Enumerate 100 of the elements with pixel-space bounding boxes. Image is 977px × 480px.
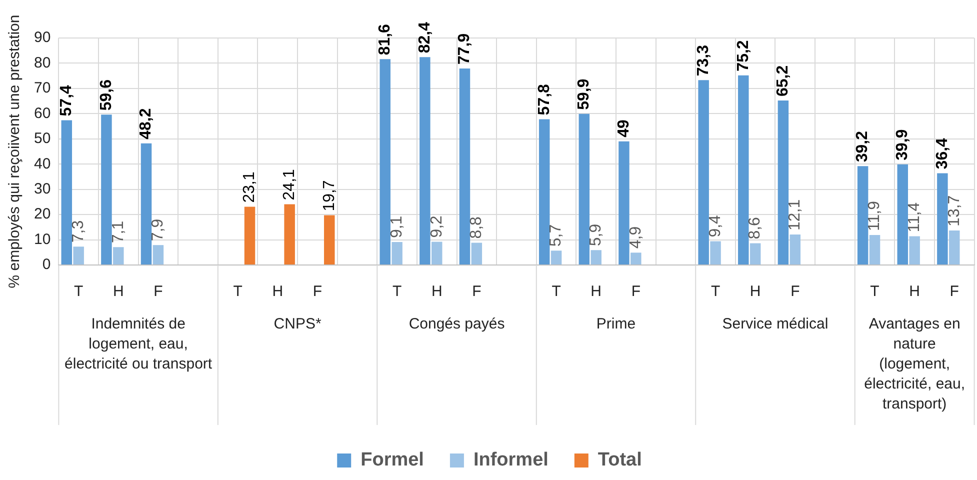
- bar: [750, 243, 761, 264]
- data-label: 59,6: [98, 79, 115, 111]
- data-label: 7,1: [110, 220, 127, 244]
- bar: [698, 80, 709, 264]
- data-label: 39,2: [854, 130, 872, 162]
- y-tick-label: 40: [34, 155, 51, 172]
- legend-label: Formel: [360, 450, 424, 471]
- legend-label: Informel: [473, 450, 548, 471]
- bar: [431, 242, 442, 264]
- bar: [550, 250, 562, 264]
- text: CNPS*: [274, 316, 322, 333]
- data-label: 7,3: [70, 220, 87, 243]
- bar: [630, 252, 642, 264]
- bar: [790, 234, 801, 264]
- data-label: 7,9: [150, 218, 167, 242]
- data-label: 4,9: [627, 226, 644, 249]
- legend-label: Total: [598, 450, 642, 471]
- x-tick-label: H: [431, 283, 442, 300]
- data-label: 13,7: [946, 195, 963, 226]
- x-tick-label: F: [154, 283, 163, 300]
- bar: [897, 164, 908, 264]
- bar: [140, 143, 152, 264]
- x-tick-label: F: [631, 283, 640, 300]
- data-label: 23,1: [241, 171, 258, 203]
- data-label: 19,7: [320, 180, 338, 212]
- text: Prime: [596, 316, 636, 333]
- data-label: 9,2: [428, 215, 446, 238]
- data-label: 81,6: [376, 24, 394, 56]
- bar: [909, 236, 920, 264]
- x-tick-label: T: [392, 283, 402, 300]
- data-label: 11,4: [906, 202, 923, 232]
- x-tick-label: T: [74, 283, 84, 300]
- data-label: 8,6: [746, 216, 764, 240]
- bar: [61, 120, 72, 264]
- data-label: 9,1: [388, 216, 406, 238]
- bar: [738, 75, 749, 264]
- data-label: 49: [615, 120, 632, 138]
- bar: [101, 114, 112, 264]
- data-label: 5,7: [548, 224, 565, 247]
- y-tick-label: 30: [34, 180, 51, 198]
- y-tick-label: 60: [34, 104, 51, 122]
- data-label: 82,4: [416, 22, 434, 54]
- y-tick-label: 20: [34, 206, 51, 223]
- x-tick-label: T: [710, 283, 720, 300]
- data-label: 48,2: [138, 108, 155, 140]
- data-label: 65,2: [774, 65, 792, 97]
- y-tick-label: 70: [34, 80, 51, 97]
- y-tick-label: 80: [34, 54, 51, 72]
- data-label: 73,3: [694, 44, 712, 76]
- x-tick-label: F: [472, 283, 482, 300]
- bar: [380, 59, 390, 264]
- bar: [459, 68, 470, 264]
- data-label: 75,2: [734, 40, 752, 72]
- bar: [392, 242, 402, 264]
- x-tick-label: F: [790, 283, 800, 300]
- y-tick-label: 0: [42, 256, 51, 274]
- bar: [152, 245, 164, 264]
- bar: [869, 234, 880, 264]
- text: Indemnités de logement, eau, électricité ou transport: [64, 316, 213, 373]
- bar: [284, 204, 295, 264]
- bar: [113, 247, 124, 264]
- x-tick-label: H: [750, 283, 761, 300]
- x-tick-label: H: [112, 283, 124, 300]
- data-label: 9,4: [706, 214, 724, 238]
- data-label: 36,4: [934, 138, 951, 170]
- data-label: 57,4: [58, 84, 76, 116]
- bar: [618, 141, 630, 264]
- y-tick-label: 50: [34, 130, 51, 148]
- text: Avantages en nature (logement, électricité, eau, transport): [864, 316, 966, 413]
- bar: [857, 166, 868, 264]
- data-label: 77,9: [456, 33, 474, 65]
- bar: [538, 119, 550, 264]
- x-tick-label: T: [870, 283, 880, 300]
- data-label: 8,8: [468, 216, 486, 239]
- data-label: 59,9: [576, 78, 593, 110]
- x-tick-label: H: [272, 283, 284, 300]
- bar: [937, 173, 948, 264]
- x-tick-label: H: [590, 283, 602, 300]
- y-tick-label: 90: [34, 29, 51, 46]
- bar: [578, 114, 590, 264]
- data-label: 39,9: [894, 129, 912, 160]
- y-axis-title: % employés qui reçoiivent une prestation: [6, 14, 24, 288]
- data-label: 12,1: [786, 199, 804, 230]
- data-label: 57,8: [536, 84, 553, 116]
- text: Congés payés: [408, 316, 505, 333]
- data-label: 24,1: [280, 168, 298, 200]
- data-label: 5,9: [588, 224, 605, 246]
- y-tick-label: 10: [34, 230, 51, 248]
- x-tick-label: F: [950, 283, 959, 300]
- bar: [244, 206, 256, 264]
- bar: [590, 250, 602, 264]
- x-tick-label: H: [909, 283, 920, 300]
- bar: [949, 230, 960, 264]
- bar: [73, 246, 84, 264]
- bar: [324, 215, 335, 264]
- x-tick-label: F: [312, 283, 322, 300]
- bar: [778, 100, 789, 264]
- data-label: 11,9: [866, 200, 884, 231]
- bar: [471, 242, 482, 264]
- x-tick-label: T: [552, 283, 561, 300]
